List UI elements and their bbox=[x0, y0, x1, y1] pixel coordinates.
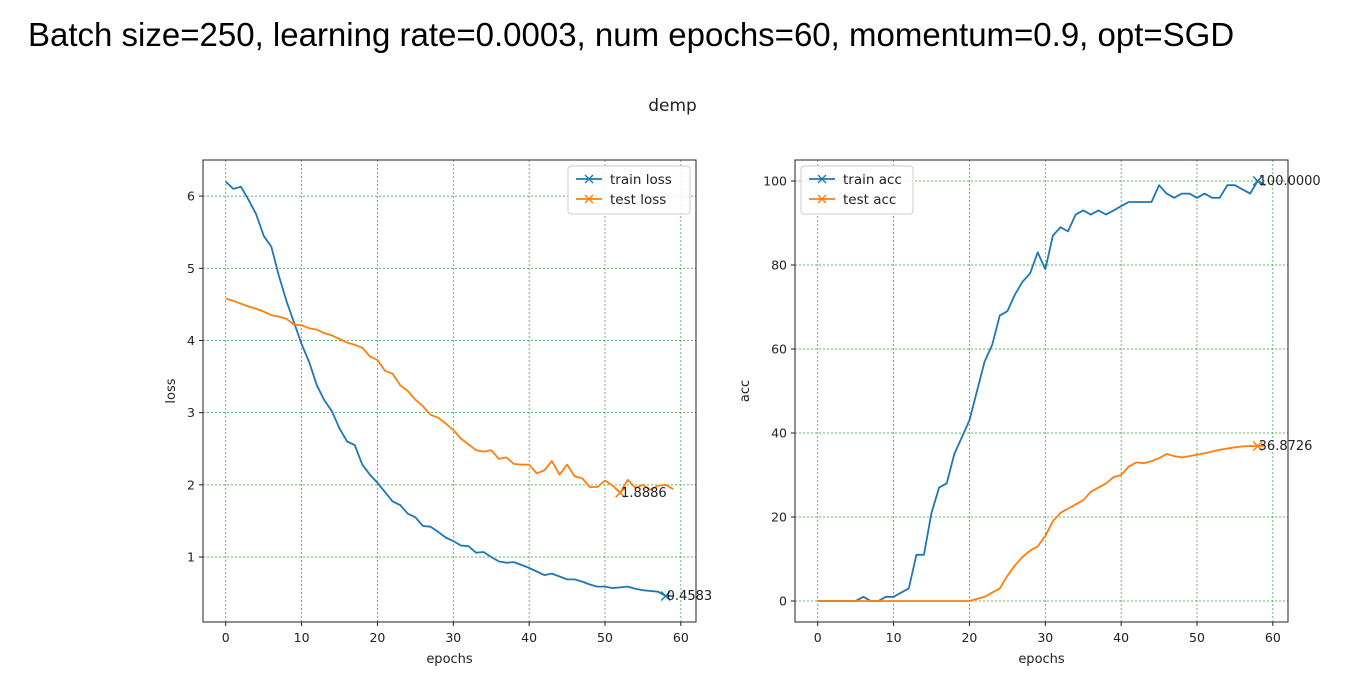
plot-frame bbox=[794, 159, 1289, 623]
x-tick-label: 40 bbox=[1113, 630, 1129, 645]
value-annotation: 0.4583 bbox=[667, 589, 713, 604]
y-tick-label: 60 bbox=[771, 342, 787, 357]
plot-frame bbox=[202, 159, 697, 623]
legend-label: test acc bbox=[843, 192, 896, 208]
x-tick-label: 30 bbox=[1037, 630, 1053, 645]
x-axis-label: epochs bbox=[426, 652, 473, 667]
x-axis-label: epochs bbox=[1018, 652, 1065, 667]
legend-swatch-marker bbox=[584, 174, 594, 184]
series-marker-test bbox=[615, 487, 626, 498]
legend: train loss test loss bbox=[567, 165, 691, 215]
x-tick-label: 10 bbox=[886, 630, 902, 645]
value-annotation: 1.8886 bbox=[621, 486, 667, 501]
y-tick-label: 20 bbox=[771, 510, 787, 525]
legend-label: test loss bbox=[610, 192, 666, 208]
x-tick-label: 50 bbox=[1189, 630, 1205, 645]
grid-lines bbox=[795, 160, 1288, 622]
y-axis-label: acc bbox=[738, 380, 753, 402]
loss-chart: 0.4583 1.8886 0 10 20 30 40 50 60 1 2 3 4 5 6 epochs los… bbox=[164, 159, 713, 667]
x-tick-label: 30 bbox=[445, 630, 461, 645]
legend-label: train loss bbox=[610, 172, 672, 188]
grid-lines bbox=[203, 160, 696, 622]
y-tick-label: 80 bbox=[771, 258, 787, 273]
x-tick-label: 60 bbox=[1265, 630, 1281, 645]
x-tick-label: 40 bbox=[521, 630, 537, 645]
y-tick-label: 40 bbox=[771, 426, 787, 441]
slide-title: Batch size=250, learning rate=0.0003, nu… bbox=[28, 16, 1235, 53]
y-tick-label: 4 bbox=[187, 333, 195, 348]
legend-label: train acc bbox=[843, 172, 902, 188]
legend: train acc test acc bbox=[800, 165, 914, 215]
y-tick-label: 1 bbox=[187, 550, 195, 565]
x-tick-label: 10 bbox=[294, 630, 310, 645]
legend-swatch-marker bbox=[817, 194, 827, 204]
y-tick-label: 100 bbox=[763, 174, 787, 189]
x-tick-label: 20 bbox=[961, 630, 977, 645]
series-line-train bbox=[225, 181, 674, 597]
legend-box bbox=[800, 165, 914, 215]
x-tick-label: 0 bbox=[814, 630, 822, 645]
series-line-train bbox=[817, 180, 1266, 602]
y-tick-label: 2 bbox=[187, 477, 195, 492]
x-tick-label: 20 bbox=[369, 630, 385, 645]
value-annotation: 100.0000 bbox=[1259, 174, 1321, 189]
x-tick-label: 0 bbox=[222, 630, 230, 645]
y-axis-label: loss bbox=[164, 378, 179, 403]
series-marker-test bbox=[1252, 441, 1263, 452]
legend-swatch-marker bbox=[817, 174, 827, 184]
figure-suptitle: demp bbox=[648, 96, 697, 116]
y-tick-label: 6 bbox=[187, 189, 195, 204]
series-marker-train bbox=[1252, 175, 1263, 187]
y-tick-label: 3 bbox=[187, 405, 195, 420]
x-tick-label: 60 bbox=[673, 630, 689, 645]
y-tick-label: 5 bbox=[187, 261, 195, 276]
y-tick-label: 0 bbox=[779, 594, 787, 609]
legend-swatch-marker bbox=[584, 194, 594, 204]
value-annotation: 36.8726 bbox=[1259, 439, 1313, 454]
legend-box bbox=[567, 165, 691, 215]
series-line-test bbox=[225, 297, 674, 494]
accuracy-chart: 100.0000 36.8726 0 10 20 30 40 50 60 0 20 40 60 80 100… bbox=[738, 159, 1321, 667]
x-tick-label: 50 bbox=[597, 630, 613, 645]
series-marker-train bbox=[660, 590, 671, 602]
series-line-test bbox=[817, 444, 1266, 602]
